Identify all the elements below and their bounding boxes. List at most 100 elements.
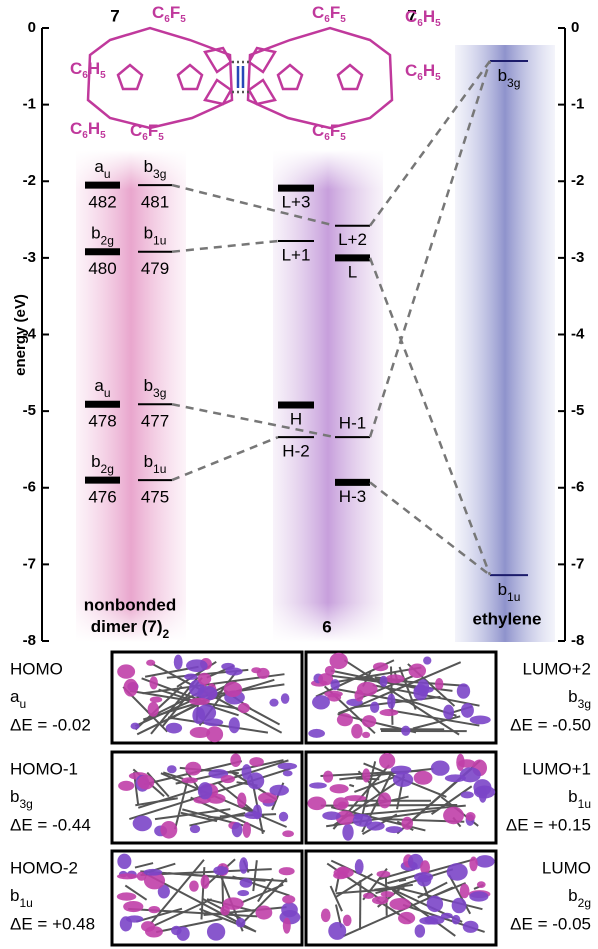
orbital-lobe xyxy=(137,775,154,790)
orbital-lobe xyxy=(354,690,363,702)
orbital-lobe xyxy=(145,926,163,937)
orbital-lobe xyxy=(160,821,177,839)
subscript: u xyxy=(104,386,111,400)
orbital-lobe xyxy=(269,785,289,796)
orbital-frame xyxy=(112,851,302,945)
formula-part: F xyxy=(330,121,340,140)
orbital-lobe xyxy=(207,923,225,941)
orbital-lobe xyxy=(118,781,134,791)
orbital-lobe xyxy=(148,906,160,913)
y-tick-label: -2 xyxy=(571,172,584,189)
y-tick-label: -7 xyxy=(571,555,584,572)
level-label: L+3 xyxy=(282,193,311,212)
orbital-lobe xyxy=(443,705,454,720)
thiophene-rings xyxy=(118,48,231,104)
orbital-lobe xyxy=(143,869,162,876)
symbol: b xyxy=(144,453,153,472)
orbital-lobe xyxy=(312,695,330,709)
orbital-lobe xyxy=(117,873,138,879)
subscript: 1u xyxy=(153,234,166,248)
symbol: b xyxy=(568,787,577,806)
orbital-lobe xyxy=(189,880,199,891)
orbital-lobe xyxy=(377,871,391,878)
orbital-irrep: b2g xyxy=(568,886,591,910)
orbital-lobe xyxy=(213,866,228,875)
formula-part: C xyxy=(152,3,164,22)
orbital-lobe xyxy=(220,905,230,915)
orbital-lobe xyxy=(124,679,139,697)
formula-part: 5 xyxy=(435,72,441,83)
orbital-lobe xyxy=(278,763,298,770)
formula-part: F xyxy=(148,121,158,140)
formula-part: 5 xyxy=(340,132,346,143)
formula-part: C xyxy=(312,121,324,140)
orbital-lobe xyxy=(362,715,376,727)
symbol: b xyxy=(568,886,577,905)
subscript: 2 xyxy=(163,627,170,641)
orbital-lobe xyxy=(281,693,289,704)
orbital-lobe xyxy=(389,898,410,910)
orbital-lobe xyxy=(174,655,183,670)
formula-part: F xyxy=(330,3,340,22)
substituent: C6F5 xyxy=(152,3,186,25)
formula-part: H xyxy=(423,7,435,26)
orbital-lobe xyxy=(479,787,487,803)
orbital-delta: ΔE = -0.05 xyxy=(510,914,591,933)
subscript: 3g xyxy=(153,167,166,181)
orbital-image xyxy=(306,851,496,945)
subscript: 3g xyxy=(578,697,591,711)
formula-part: C xyxy=(70,59,82,78)
orbital-lobe xyxy=(475,855,494,867)
orbital-lobe xyxy=(198,673,212,685)
orbital-lobe xyxy=(186,659,208,672)
orbital-irrep: b1u xyxy=(10,886,33,910)
orbital-lobe xyxy=(282,895,295,904)
orbital-lobe xyxy=(387,693,395,708)
symbol: b xyxy=(498,581,507,600)
subscript: 3g xyxy=(19,797,32,811)
orbital-lobe xyxy=(221,775,235,783)
orbital-lobe xyxy=(201,875,210,889)
orbital-lobe xyxy=(330,653,348,669)
level-label: H xyxy=(290,409,302,428)
orbital-lobe xyxy=(380,676,388,687)
symbol: b xyxy=(91,224,100,243)
orbital-irrep: b1u xyxy=(568,787,591,811)
orbital-lobe xyxy=(123,901,143,912)
orbital-lobe xyxy=(398,912,415,924)
orbital-lobe xyxy=(232,822,243,837)
orbital-lobe xyxy=(415,924,425,937)
skeleton-bond xyxy=(349,785,354,786)
symbol: b xyxy=(10,886,19,905)
correlation-line xyxy=(172,241,278,252)
symbol: b xyxy=(144,224,153,243)
column-title: 6 xyxy=(322,617,331,636)
column-title: nonbonded xyxy=(84,595,177,614)
y-tick-label: -5 xyxy=(23,402,36,419)
orbital-lobe xyxy=(386,674,405,683)
correlation-line xyxy=(172,437,278,480)
symbol: b xyxy=(498,66,507,85)
orbital-lobe xyxy=(126,915,143,922)
orbital-lobe xyxy=(435,678,443,690)
orbital-lobe xyxy=(279,867,295,875)
subscript: 1u xyxy=(19,896,32,910)
orbital-lobe xyxy=(419,917,438,925)
orbital-lobe xyxy=(457,683,470,698)
orbital-lobe xyxy=(469,857,477,872)
formula-part: H xyxy=(423,61,435,80)
subscript: 3g xyxy=(153,386,166,400)
formula-part: 5 xyxy=(435,18,441,29)
subscript: 2g xyxy=(101,234,114,248)
orbital-lobe xyxy=(182,777,198,783)
orbital-name: LUMO xyxy=(542,858,591,877)
orbital-delta: ΔE = +0.15 xyxy=(506,815,591,834)
mo-number: 480 xyxy=(88,259,116,278)
orbital-lobe xyxy=(117,892,136,900)
orbital-image xyxy=(112,851,302,945)
formula-part: 5 xyxy=(100,130,106,141)
orbital-lobe xyxy=(466,812,476,821)
molecule-label: 7 xyxy=(110,6,119,25)
level-label: H-2 xyxy=(282,442,309,461)
orbital-lobe xyxy=(461,703,474,718)
